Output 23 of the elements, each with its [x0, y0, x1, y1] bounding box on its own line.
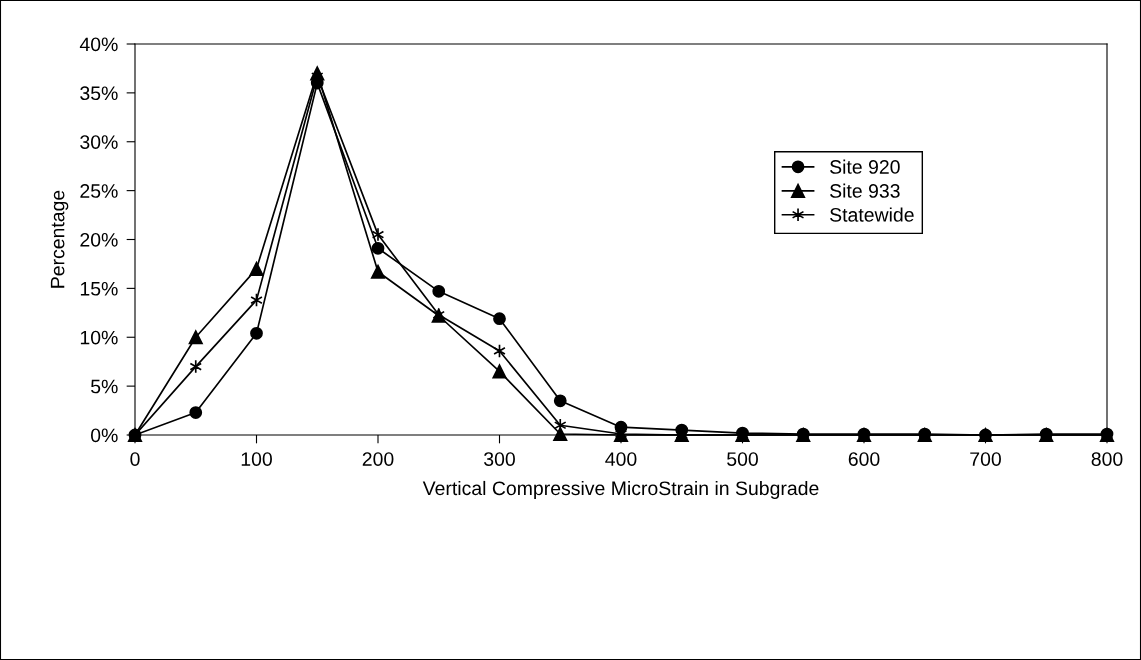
legend-label: Statewide	[830, 207, 914, 222]
x-tick-label: 300	[484, 452, 515, 466]
y-tick-label: 20%	[80, 232, 118, 247]
y-tick-label: 25%	[80, 184, 118, 198]
y-tick-label: 5%	[91, 379, 118, 394]
y-tick-label: 40%	[79, 37, 118, 52]
x-tick-label: 200	[362, 452, 394, 466]
y-tick-label: 30%	[80, 135, 118, 149]
x-tick-label: 400	[605, 452, 637, 466]
y-tick-label: 0%	[90, 428, 118, 443]
y-axis-title: Percentage	[50, 190, 69, 288]
y-tick-label: 10%	[80, 330, 118, 345]
x-tick-label: 600	[848, 452, 880, 466]
x-tick-label: 500	[727, 452, 758, 466]
x-tick-label: 700	[970, 452, 1001, 466]
legend-label: Site 920	[830, 159, 900, 174]
x-axis-title: Vertical Compressive MicroStrain in Subgrade	[422, 480, 819, 500]
legend-label: Site 933	[830, 183, 900, 198]
x-tick-label: 0	[130, 452, 140, 466]
y-tick-label: 15%	[80, 281, 118, 296]
y-tick-label: 35%	[80, 86, 118, 101]
x-tick-label: 800	[1091, 452, 1123, 466]
x-tick-label: 100	[241, 452, 272, 466]
